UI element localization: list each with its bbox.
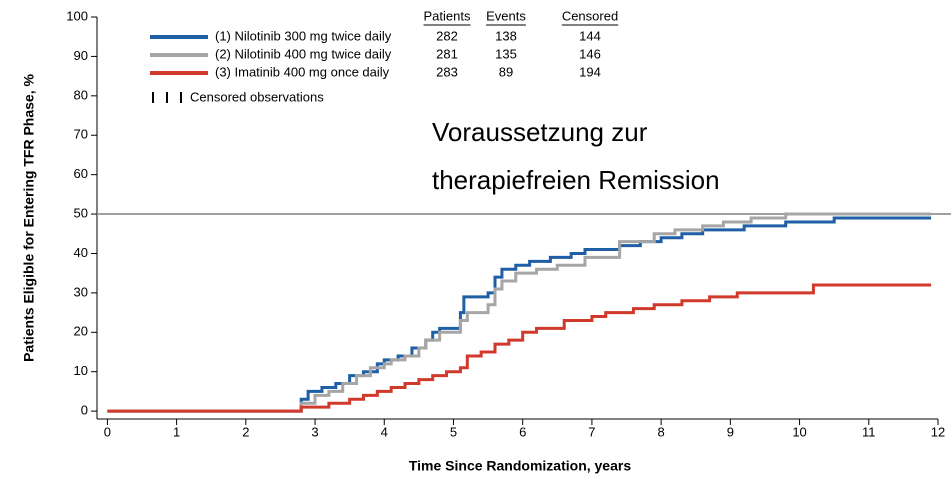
y-tick-label: 100 [66,8,88,23]
y-tick-label: 90 [74,48,88,63]
x-tick-label: 2 [242,424,249,439]
x-tick-label: 9 [727,424,734,439]
x-tick-label: 8 [658,424,665,439]
y-tick-label: 10 [74,363,88,378]
y-axis-label: Patients Eligible for Entering TFR Phase… [21,74,37,362]
y-tick-label: 0 [81,403,88,418]
table-header: Events [486,8,526,23]
table-cell: 135 [495,46,517,61]
table-cell: 144 [579,28,601,43]
series-line [107,283,932,413]
y-tick-label: 60 [74,166,88,181]
x-tick-label: 7 [588,424,595,439]
x-tick-label: 6 [519,424,526,439]
x-tick-label: 11 [862,424,876,439]
y-tick-label: 70 [74,127,88,142]
x-tick-label: 5 [450,424,457,439]
annotation: Voraussetzung zur [432,117,648,147]
y-tick-label: 20 [74,324,88,339]
table-cell: 89 [499,64,513,79]
legend-label: (1) Nilotinib 300 mg twice daily [215,28,392,43]
censor-legend-label: Censored observations [190,89,324,104]
series-line [107,216,932,413]
series-line [107,212,932,413]
table-header: Censored [562,8,618,23]
table-cell: 282 [436,28,458,43]
y-tick-label: 80 [74,87,88,102]
annotation: therapiefreien Remission [432,165,720,195]
x-tick-label: 0 [104,424,111,439]
table-cell: 283 [436,64,458,79]
table-header: Patients [424,8,471,23]
y-tick-label: 50 [74,205,88,220]
y-tick-label: 40 [74,245,88,260]
table-cell: 146 [579,46,601,61]
x-axis-label: Time Since Randomization, years [409,458,631,474]
x-tick-label: 10 [792,424,806,439]
legend-label: (2) Nilotinib 400 mg twice daily [215,46,392,61]
y-tick-label: 30 [74,284,88,299]
legend-label: (3) Imatinib 400 mg once daily [215,64,390,79]
table-cell: 194 [579,64,601,79]
table-cell: 281 [436,46,458,61]
x-tick-label: 3 [311,424,318,439]
x-tick-label: 4 [381,424,388,439]
x-tick-label: 12 [931,424,945,439]
table-cell: 138 [495,28,517,43]
censor-legend-icon [152,92,182,103]
x-tick-label: 1 [173,424,180,439]
